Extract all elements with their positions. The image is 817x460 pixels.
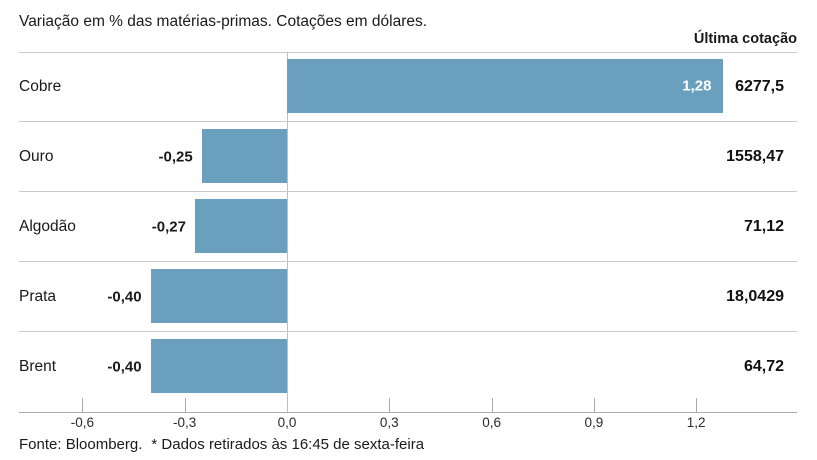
chart-row: Prata -0,40 18,0429	[19, 262, 797, 332]
last-quote-value: 18,0429	[726, 287, 784, 305]
x-axis-tick-label: -0,3	[173, 415, 197, 430]
chart-row: Brent -0,40 64,72	[19, 332, 797, 402]
x-axis-tick-label: 0,3	[379, 415, 399, 430]
x-axis-tick	[593, 398, 595, 412]
chart-rows: Cobre 1,28 6277,5 Ouro -0,25 1558,47 Algodão -0…	[19, 52, 797, 402]
x-axis-tick	[491, 398, 493, 412]
chart-title: Variação em % das matérias-primas. Cotaç…	[19, 13, 428, 30]
x-axis-tick	[696, 398, 698, 412]
chart-row: Ouro -0,25 1558,47	[19, 122, 797, 192]
bar-value-label: 1,28	[682, 77, 712, 95]
category-label: Brent	[19, 358, 57, 375]
x-axis-tick	[389, 398, 391, 412]
x-axis-tick-label: -0,6	[70, 415, 95, 430]
category-label: Prata	[19, 287, 57, 305]
x-axis-tick-label: 0,9	[584, 415, 604, 430]
chart-row: Cobre 1,28 6277,5	[19, 52, 797, 122]
bar	[194, 199, 287, 253]
x-axis-tick-label: 0,6	[482, 415, 501, 430]
last-quote-value: 6277,5	[735, 77, 784, 95]
source-note: Fonte: Bloomberg. * Dados retirados às 16…	[19, 436, 424, 453]
last-quote-value: 71,12	[743, 217, 784, 235]
bar-value-label: -0,27	[151, 218, 186, 235]
category-label: Algodão	[19, 217, 76, 235]
bar	[150, 269, 287, 323]
source-text: Fonte: Bloomberg.	[19, 436, 143, 453]
bar-value-label: -0,40	[107, 358, 142, 376]
bar	[150, 339, 287, 393]
bar	[201, 129, 287, 183]
last-quote-value: 1558,47	[726, 147, 784, 165]
x-axis-tick	[184, 398, 186, 412]
x-axis-tick-label: 0,0	[277, 415, 297, 430]
note-text: * Dados retirados às 16:45 de sexta-feir…	[151, 436, 425, 453]
x-axis-tick	[82, 398, 84, 412]
bar-value-label: -0,40	[107, 288, 142, 305]
zero-baseline	[287, 52, 288, 412]
header-divider	[19, 52, 797, 53]
last-quote-value: 64,72	[743, 358, 784, 375]
last-quotation-header: Última cotação	[693, 31, 797, 47]
bar: 1,28	[287, 59, 724, 113]
x-axis-line	[19, 412, 797, 413]
category-label: Ouro	[19, 147, 54, 165]
x-axis-tick-label: 1,2	[686, 415, 706, 430]
bar-value-label: -0,25	[158, 148, 193, 165]
category-label: Cobre	[19, 77, 62, 95]
chart-row: Algodão -0,27 71,12	[19, 192, 797, 262]
